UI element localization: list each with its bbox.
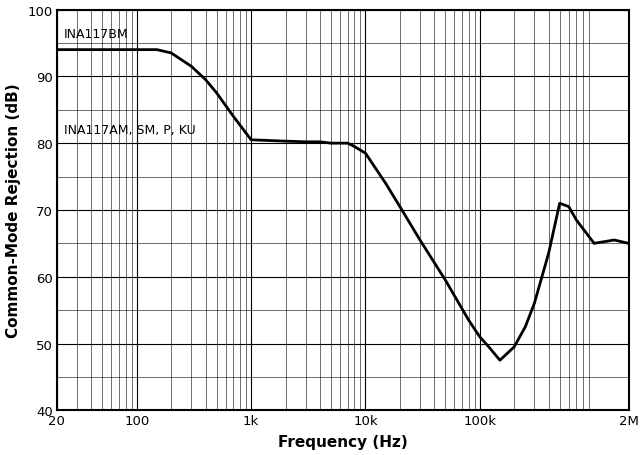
Y-axis label: Common-Mode Rejection (dB): Common-Mode Rejection (dB)	[6, 83, 21, 338]
X-axis label: Frequency (Hz): Frequency (Hz)	[278, 435, 408, 450]
Text: INA117AM, SM, P, KU: INA117AM, SM, P, KU	[64, 124, 196, 137]
Text: INA117BM: INA117BM	[64, 28, 129, 40]
